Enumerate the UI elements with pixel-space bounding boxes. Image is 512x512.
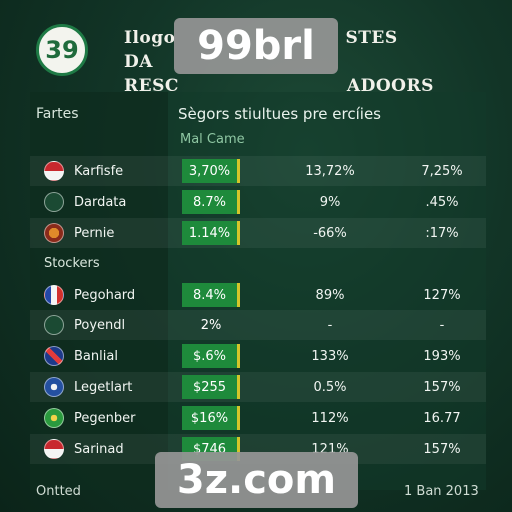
- row-value-3: 157%: [423, 441, 461, 457]
- row-value-2: -: [327, 317, 333, 333]
- row-value-main: 3,70%: [182, 159, 240, 183]
- row-name: Sarinad: [74, 441, 124, 457]
- flag-green-emblem-icon: [44, 408, 64, 428]
- table-row[interactable]: Poyendl 2% - -: [30, 310, 486, 340]
- row-value-main: 8.4%: [182, 283, 240, 307]
- row-value-3: 193%: [423, 348, 461, 364]
- row-value-main: $255: [182, 375, 240, 399]
- row-value-3: 157%: [423, 379, 461, 395]
- table-main-header: Sègors stiultues pre ercíies: [178, 105, 381, 123]
- row-value-2: -66%: [313, 225, 347, 241]
- flag-red-white-2-icon: [44, 439, 64, 459]
- row-value-main: 8.7%: [182, 190, 240, 214]
- row-value-3: -: [439, 317, 445, 333]
- footer-left-text: Ontted: [36, 484, 81, 499]
- flag-red-white-icon: [44, 161, 64, 181]
- brand-logo: 39: [36, 24, 88, 76]
- row-name: Pernie: [74, 225, 115, 241]
- watermark-top: 99brl: [174, 18, 338, 74]
- row-value-3: 127%: [423, 287, 461, 303]
- left-column-header: Fartes: [36, 106, 79, 122]
- row-name: Legetlart: [74, 379, 133, 395]
- flag-sprout-icon: [44, 192, 64, 212]
- row-value-main: $16%: [182, 406, 240, 430]
- row-value-2: 112%: [311, 410, 349, 426]
- table-row[interactable]: Pernie 1.14% -66% :17%: [30, 218, 486, 248]
- row-name: Pegohard: [74, 287, 136, 303]
- row-name: Banlial: [74, 348, 118, 364]
- title-line-2: RESC ADOORS: [124, 76, 434, 96]
- row-value-main: 2%: [200, 317, 222, 333]
- row-name: Karfisfe: [74, 163, 124, 179]
- row-name: Dardata: [74, 194, 127, 210]
- page-title: Ilogo STES DA RESC ADOORS: [124, 26, 434, 98]
- table-row[interactable]: Dardata 8.7% 9% .45%: [30, 187, 486, 217]
- flag-clover-icon: [44, 315, 64, 335]
- row-value-main: $.6%: [182, 344, 240, 368]
- row-value-2: 9%: [319, 194, 341, 210]
- flag-blue-crest-icon: [44, 377, 64, 397]
- row-value-2: 0.5%: [313, 379, 347, 395]
- row-value-main: 1.14%: [182, 221, 240, 245]
- table-row[interactable]: Banlial $.6% 133% 193%: [30, 341, 486, 371]
- section-label-stockers: Stockers: [44, 256, 100, 271]
- flag-france-icon: [44, 285, 64, 305]
- row-value-2: 13,72%: [305, 163, 355, 179]
- table-sub-header: Mal Came: [180, 132, 245, 147]
- row-value-2: 89%: [315, 287, 345, 303]
- row-name: Poyendl: [74, 317, 126, 333]
- row-value-3: .45%: [425, 194, 459, 210]
- row-value-2: 133%: [311, 348, 349, 364]
- title-line-1: Ilogo STES DA: [124, 28, 398, 72]
- footer-date: 1 Ban 2013: [404, 484, 479, 499]
- watermark-bottom: 3z.com: [155, 452, 358, 508]
- flag-uk-icon: [44, 346, 64, 366]
- table-row[interactable]: Pegohard 8.4% 89% 127%: [30, 280, 486, 310]
- table-row[interactable]: Pegenber $16% 112% 16.77: [30, 403, 486, 433]
- row-value-3: :17%: [425, 225, 459, 241]
- flag-emblem-icon: [44, 223, 64, 243]
- row-value-3: 7,25%: [421, 163, 463, 179]
- table-row[interactable]: Karfisfe 3,70% 13,72% 7,25%: [30, 156, 486, 186]
- row-name: Pegenber: [74, 410, 136, 426]
- row-value-3: 16.77: [423, 410, 461, 426]
- table-row[interactable]: Legetlart $255 0.5% 157%: [30, 372, 486, 402]
